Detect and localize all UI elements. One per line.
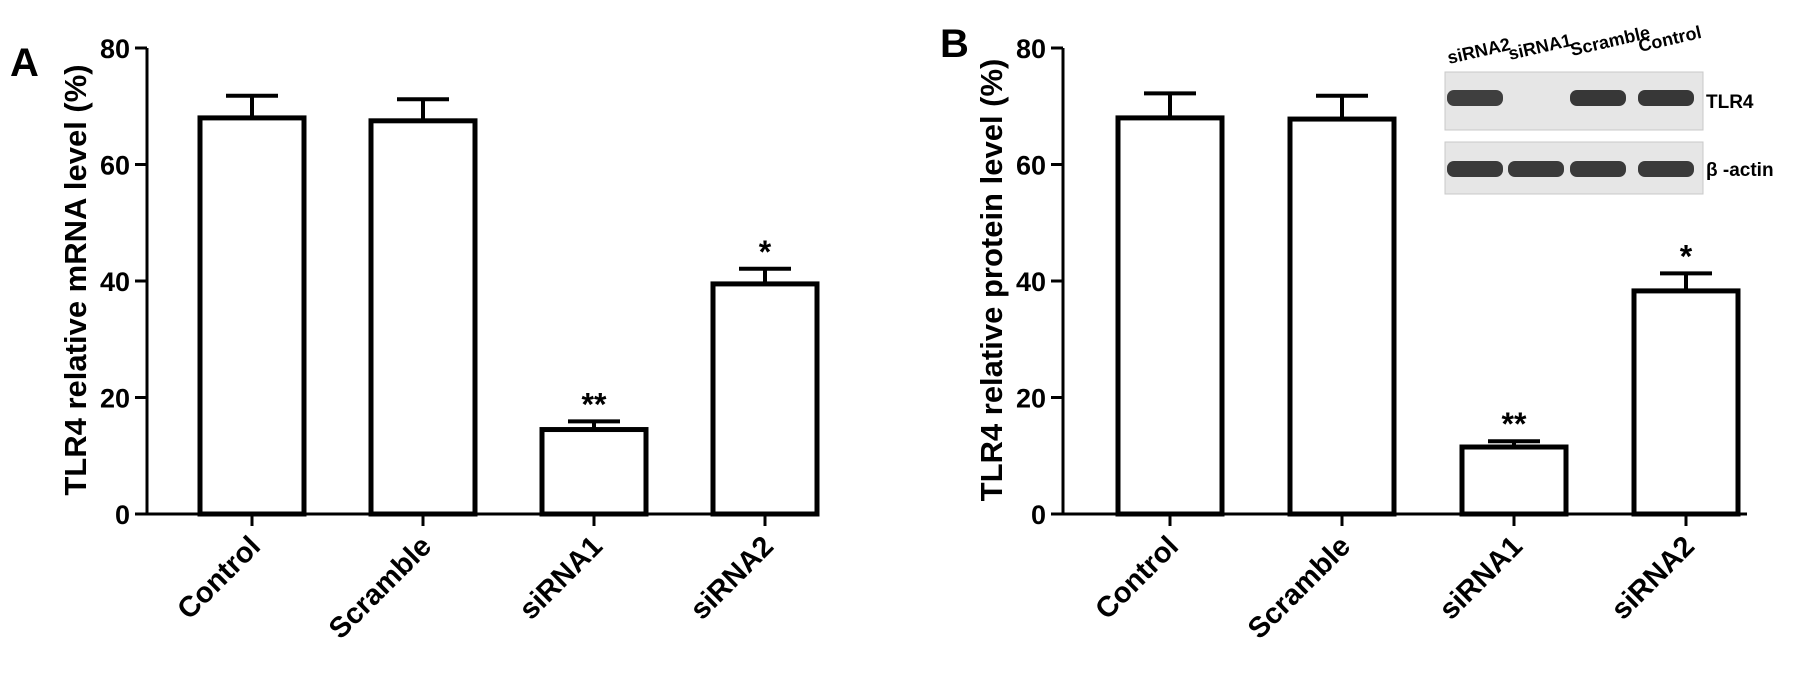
y-tick-label: 80 — [1016, 34, 1046, 64]
y-tick-label: 60 — [1016, 151, 1046, 181]
panel-letter-b: B — [940, 22, 969, 66]
y-axis-label-a: TLR4 relative mRNA level (%) — [58, 64, 93, 495]
blot-bands — [1447, 90, 1694, 177]
bar-sirna1 — [539, 427, 649, 517]
y-axis-label-b: TLR4 relative protein level (%) — [974, 59, 1009, 502]
blot-lane-label: siRNA1 — [1506, 30, 1573, 64]
blot-band — [1638, 90, 1694, 106]
y-tick-label: 20 — [100, 384, 130, 414]
bar-scramble — [368, 118, 478, 517]
blot-band — [1638, 161, 1694, 177]
blot-band — [1508, 161, 1564, 177]
bar-control — [1115, 115, 1225, 517]
bars-b: *** — [1115, 91, 1741, 517]
panel-b: B TLR4 relative protein level (%) 0 20 40 6… — [940, 22, 1774, 645]
bar-scramble — [1287, 116, 1397, 517]
blot-lane-label: siRNA2 — [1445, 34, 1512, 68]
significance-marker: * — [1680, 238, 1693, 274]
x-tick-label: Scramble — [1242, 530, 1357, 645]
y-tick-label: 80 — [100, 34, 130, 64]
blot-band — [1570, 161, 1626, 177]
x-tick-label: siRNA1 — [513, 530, 609, 626]
significance-marker: ** — [1502, 406, 1527, 442]
x-tick-label: siRNA1 — [1433, 530, 1529, 626]
blot-band — [1447, 90, 1503, 106]
bar-sirna2 — [1631, 288, 1741, 517]
x-tick-label: siRNA2 — [1605, 530, 1701, 626]
bar-control — [197, 115, 307, 517]
bar-sirna1 — [1459, 444, 1569, 517]
bars-a: *** — [197, 93, 820, 517]
blot-row-label-actin: β -actin — [1706, 160, 1774, 181]
y-tick-label: 40 — [1016, 267, 1046, 297]
x-tick-label: Control — [171, 530, 267, 626]
y-tick-label: 40 — [100, 267, 130, 297]
x-tick-label: siRNA2 — [684, 530, 780, 626]
y-tick-label: 20 — [1016, 384, 1046, 414]
blot-row-label-tlr4: TLR4 — [1706, 92, 1754, 113]
bar-sirna2 — [710, 281, 820, 517]
panel-letter-a: A — [10, 41, 39, 85]
y-tick-label: 0 — [115, 500, 130, 530]
blot-band — [1570, 90, 1626, 106]
significance-marker: * — [759, 234, 772, 270]
x-tick-label: Scramble — [323, 530, 438, 645]
blot-band — [1447, 161, 1503, 177]
x-tick-label: Control — [1089, 530, 1185, 626]
y-tick-label: 0 — [1031, 500, 1046, 530]
significance-marker: ** — [582, 386, 607, 422]
y-tick-label: 60 — [100, 151, 130, 181]
panel-a: A TLR4 relative mRNA level (%) 0 20 40 60 80… — [10, 34, 820, 645]
